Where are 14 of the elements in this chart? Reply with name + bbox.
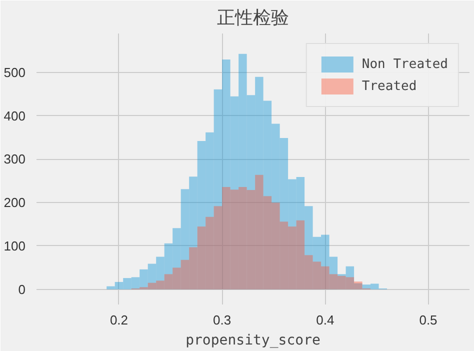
- y-tick-label: 0: [18, 282, 26, 297]
- x-axis-title: propensity_score: [186, 332, 320, 348]
- y-tick-label: 100: [4, 238, 26, 254]
- chart-title: 正性检验: [217, 8, 289, 28]
- x-tick-label: 0.2: [110, 312, 128, 328]
- x-tick-label: 0.4: [316, 312, 334, 328]
- y-tick-label: 300: [4, 152, 26, 167]
- legend-label: Non Treated: [362, 56, 448, 72]
- legend-label: Treated: [362, 78, 417, 94]
- x-tick-label: 0.5: [419, 312, 438, 328]
- y-tick-label: 200: [4, 195, 26, 210]
- y-tick-label: 500: [4, 65, 26, 80]
- x-tick-label: 0.3: [213, 312, 232, 328]
- y-tick-label: 400: [4, 108, 26, 124]
